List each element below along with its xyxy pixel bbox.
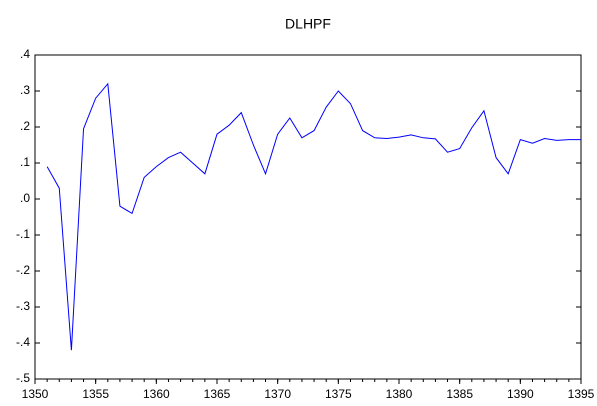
y-tick-label: .0	[20, 191, 30, 205]
y-tick-label: .1	[20, 155, 30, 169]
chart-title: DLHPF	[285, 16, 331, 32]
x-tick-label: 1385	[446, 387, 473, 401]
x-tick-label: 1370	[264, 387, 291, 401]
y-tick-label: -.1	[16, 227, 30, 241]
y-tick-label: -.4	[16, 335, 30, 349]
x-tick-label: 1355	[82, 387, 109, 401]
y-tick-label: .3	[20, 83, 30, 97]
x-tick-label: 1395	[568, 387, 595, 401]
x-tick-label: 1375	[325, 387, 352, 401]
x-tick-label: 1390	[507, 387, 534, 401]
x-tick-label: 1360	[143, 387, 170, 401]
x-tick-label: 1350	[22, 387, 49, 401]
y-tick-label: .4	[20, 47, 30, 61]
y-tick-label: -.3	[16, 299, 30, 313]
x-tick-label: 1380	[386, 387, 413, 401]
y-tick-label: -.5	[16, 371, 30, 385]
plot-frame	[34, 54, 582, 380]
data-line	[46, 82, 581, 351]
y-tick-label: .2	[20, 119, 30, 133]
x-tick-label: 1365	[204, 387, 231, 401]
y-tick-label: -.2	[16, 263, 30, 277]
